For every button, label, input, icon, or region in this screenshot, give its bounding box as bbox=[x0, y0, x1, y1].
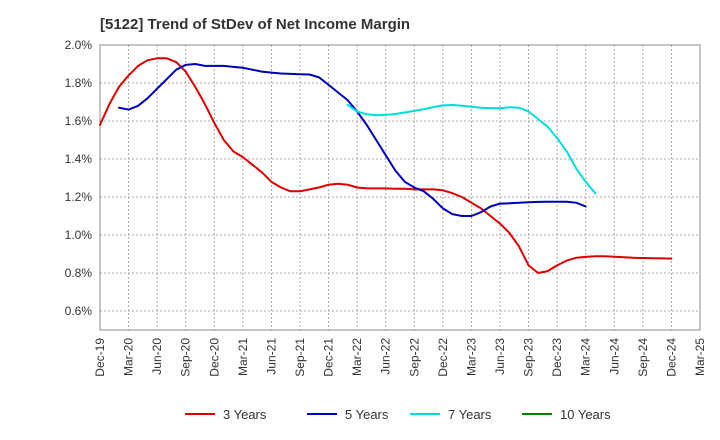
legend-label: 10 Years bbox=[560, 407, 611, 422]
x-tick-label: Mar-22 bbox=[350, 338, 364, 376]
series-line-5-years bbox=[118, 63, 587, 217]
x-tick-label: Mar-20 bbox=[122, 338, 136, 376]
x-tick-label: Mar-23 bbox=[464, 338, 478, 376]
x-tick-label: Mar-24 bbox=[579, 338, 593, 376]
y-tick-label: 1.0% bbox=[65, 228, 93, 242]
chart-title: [5122] Trend of StDev of Net Income Marg… bbox=[100, 16, 411, 33]
x-tick-label: Dec-19 bbox=[93, 338, 107, 377]
x-tick-label: Dec-23 bbox=[550, 338, 564, 377]
x-tick-label: Mar-25 bbox=[693, 338, 707, 376]
x-tick-label: Dec-24 bbox=[664, 338, 678, 377]
x-tick-label: Jun-21 bbox=[264, 338, 278, 375]
x-tick-label: Sep-22 bbox=[407, 338, 421, 377]
x-tick-label: Sep-20 bbox=[179, 338, 193, 377]
x-tick-label: Sep-21 bbox=[293, 338, 307, 377]
y-tick-label: 1.8% bbox=[65, 76, 93, 90]
x-tick-label: Jun-24 bbox=[607, 338, 621, 375]
x-tick-label: Mar-21 bbox=[236, 338, 250, 376]
x-tick-label: Jun-20 bbox=[150, 338, 164, 375]
y-tick-label: 1.4% bbox=[65, 152, 93, 166]
legend-label: 5 Years bbox=[345, 407, 389, 422]
x-tick-label: Sep-24 bbox=[636, 338, 650, 377]
y-tick-label: 1.2% bbox=[65, 190, 93, 204]
x-tick-label: Sep-23 bbox=[522, 338, 536, 377]
x-tick-label: Dec-20 bbox=[207, 338, 221, 377]
series-line-7-years bbox=[346, 103, 597, 195]
x-tick-label: Jun-22 bbox=[379, 338, 393, 375]
legend-label: 3 Years bbox=[223, 407, 267, 422]
series-line-3-years bbox=[99, 57, 673, 274]
x-tick-label: Dec-21 bbox=[322, 338, 336, 377]
legend-label: 7 Years bbox=[448, 407, 492, 422]
plot-frame bbox=[99, 44, 701, 331]
y-tick-label: 0.8% bbox=[65, 266, 93, 280]
y-tick-label: 0.6% bbox=[65, 304, 93, 318]
x-tick-label: Jun-23 bbox=[493, 338, 507, 375]
x-tick-label: Dec-22 bbox=[436, 338, 450, 377]
y-tick-label: 2.0% bbox=[65, 38, 93, 52]
y-tick-label: 1.6% bbox=[65, 114, 93, 128]
